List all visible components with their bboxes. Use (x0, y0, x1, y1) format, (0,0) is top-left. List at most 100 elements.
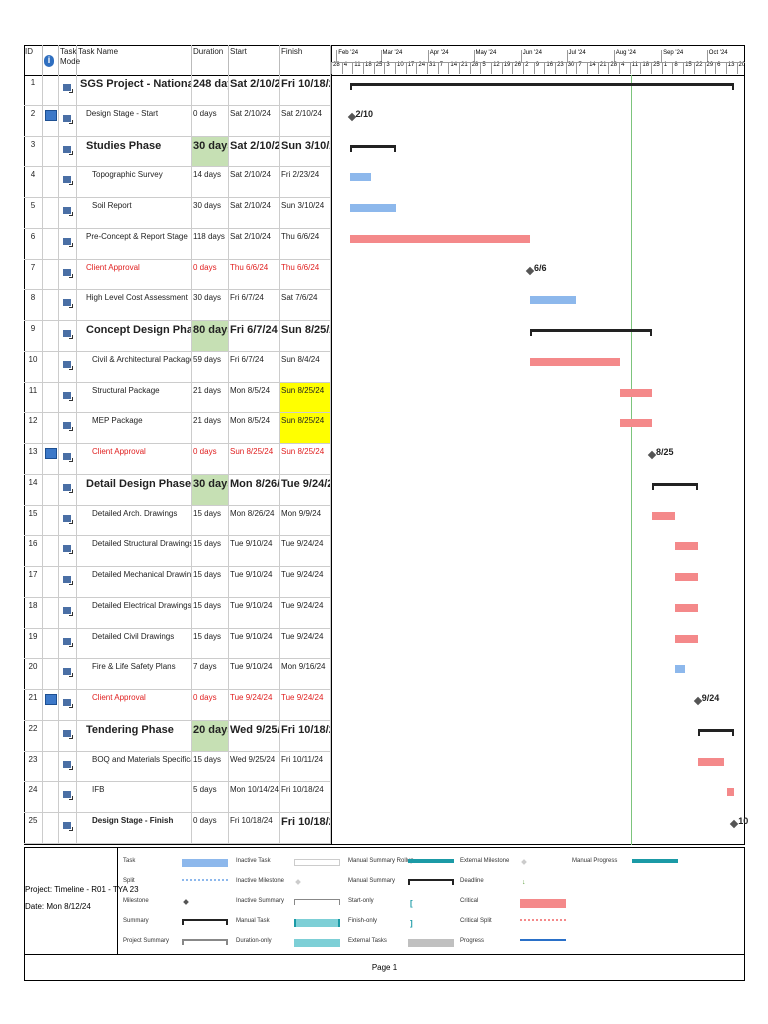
task-id[interactable]: 3 (24, 136, 43, 168)
task-id[interactable]: 13 (24, 444, 43, 475)
task-id[interactable]: 19 (24, 628, 43, 660)
task-finish[interactable]: Sun 8/4/24 (280, 351, 331, 383)
task-finish[interactable]: Sun 3/10/24 (280, 198, 331, 229)
task-name[interactable]: Detailed Arch. Drawings (77, 505, 192, 537)
task-mode-cell[interactable] (59, 597, 77, 629)
task-mode-cell[interactable] (59, 628, 77, 660)
task-start[interactable]: Sat 2/10/24 (229, 75, 280, 106)
task-id[interactable]: 25 (24, 813, 43, 844)
info-cell[interactable] (43, 813, 59, 844)
task-id[interactable]: 1 (24, 75, 43, 106)
task-name[interactable]: IFB (77, 782, 192, 813)
task-mode-cell[interactable] (59, 659, 77, 690)
task-name[interactable]: Concept Design Phase (77, 321, 192, 352)
task-finish[interactable]: Tue 9/24/24 (280, 690, 331, 721)
task-id[interactable]: 11 (24, 382, 43, 414)
col-info-header[interactable]: i (43, 45, 59, 75)
info-cell[interactable] (43, 782, 59, 813)
task-duration[interactable]: 248 days (192, 75, 229, 106)
task-duration[interactable]: 0 days (192, 259, 229, 291)
task-mode-cell[interactable] (59, 782, 77, 813)
task-name[interactable]: Soil Report (77, 198, 192, 229)
task-finish[interactable]: Fri 10/18/24 (280, 75, 331, 106)
task-finish[interactable]: Sun 8/25/24 (280, 413, 331, 444)
task-start[interactable]: Mon 8/26/24 (229, 505, 280, 537)
info-cell[interactable] (43, 628, 59, 660)
task-duration[interactable]: 20 days (192, 720, 229, 752)
critical-task-bar[interactable] (674, 542, 698, 551)
col-finish-header[interactable]: Finish (280, 45, 331, 75)
task-finish[interactable]: Fri 10/18/24 (280, 782, 331, 813)
info-cell[interactable] (43, 136, 59, 168)
task-mode-cell[interactable] (59, 720, 77, 752)
task-duration[interactable]: 15 days (192, 628, 229, 660)
task-start[interactable]: Sat 2/10/24 (229, 198, 280, 229)
task-id[interactable]: 21 (24, 690, 43, 721)
task-id[interactable]: 18 (24, 597, 43, 629)
task-start[interactable]: Tue 9/10/24 (229, 536, 280, 567)
task-start[interactable]: Sat 2/10/24 (229, 105, 280, 137)
task-id[interactable]: 24 (24, 782, 43, 813)
info-cell[interactable] (43, 259, 59, 291)
task-start[interactable]: Sat 2/10/24 (229, 228, 280, 260)
task-finish[interactable]: Sat 7/6/24 (280, 290, 331, 321)
task-finish[interactable]: Sun 8/25/24 (280, 444, 331, 475)
critical-task-bar[interactable] (619, 419, 652, 428)
task-mode-cell[interactable] (59, 198, 77, 229)
task-mode-cell[interactable] (59, 382, 77, 414)
task-name[interactable]: Design Stage - Finish (77, 813, 192, 844)
task-id[interactable]: 6 (24, 228, 43, 260)
task-id[interactable]: 20 (24, 659, 43, 690)
task-name[interactable]: Structural Package (77, 382, 192, 414)
task-start[interactable]: Mon 8/26/24 (229, 474, 280, 506)
task-duration[interactable]: 30 days (192, 474, 229, 506)
task-id[interactable]: 9 (24, 321, 43, 352)
task-name[interactable]: BOQ and Materials Specifications (77, 751, 192, 783)
task-name[interactable]: Detailed Electrical Drawings (77, 597, 192, 629)
task-name[interactable]: Detailed Mechanical Drawings (77, 567, 192, 598)
task-start[interactable]: Wed 9/25/24 (229, 751, 280, 783)
col-name-header[interactable]: Task Name (77, 45, 192, 75)
info-cell[interactable] (43, 351, 59, 383)
col-id-header[interactable]: ID (24, 45, 43, 75)
task-finish[interactable]: Tue 9/24/24 (280, 474, 331, 506)
task-duration[interactable]: 30 days (192, 136, 229, 168)
task-id[interactable]: 17 (24, 567, 43, 598)
task-duration[interactable]: 0 days (192, 105, 229, 137)
task-id[interactable]: 12 (24, 413, 43, 444)
info-cell[interactable] (43, 413, 59, 444)
task-name[interactable]: Design Stage - Start (77, 105, 192, 137)
info-cell[interactable] (43, 321, 59, 352)
task-bar[interactable] (350, 204, 396, 212)
task-start[interactable]: Fri 6/7/24 (229, 290, 280, 321)
task-mode-cell[interactable] (59, 474, 77, 506)
task-name[interactable]: Client Approval (77, 259, 192, 291)
task-mode-cell[interactable] (59, 351, 77, 383)
task-finish[interactable]: Sun 8/25/24 (280, 382, 331, 414)
task-id[interactable]: 23 (24, 751, 43, 783)
summary-bar[interactable] (652, 482, 698, 490)
task-duration[interactable]: 21 days (192, 382, 229, 414)
task-duration[interactable]: 0 days (192, 813, 229, 844)
task-start[interactable]: Sat 2/10/24 (229, 136, 280, 168)
task-mode-cell[interactable] (59, 105, 77, 137)
task-id[interactable]: 2 (24, 105, 43, 137)
info-cell[interactable] (43, 290, 59, 321)
critical-task-bar[interactable] (697, 757, 724, 766)
task-mode-cell[interactable] (59, 751, 77, 783)
info-cell[interactable] (43, 720, 59, 752)
task-id[interactable]: 4 (24, 167, 43, 198)
task-start[interactable]: Fri 6/7/24 (229, 351, 280, 383)
col-mode-header[interactable]: Task Mode (59, 45, 80, 75)
task-finish[interactable]: Tue 9/24/24 (280, 536, 331, 567)
task-name[interactable]: Detailed Civil Drawings (77, 628, 192, 660)
task-finish[interactable]: Sun 3/10/24 (280, 136, 331, 168)
task-finish[interactable]: Tue 9/24/24 (280, 567, 331, 598)
info-cell[interactable] (43, 167, 59, 198)
task-duration[interactable]: 21 days (192, 413, 229, 444)
task-id[interactable]: 8 (24, 290, 43, 321)
task-mode-cell[interactable] (59, 444, 77, 475)
task-start[interactable]: Mon 8/5/24 (229, 413, 280, 444)
task-start[interactable]: Tue 9/24/24 (229, 690, 280, 721)
task-finish[interactable]: Tue 9/24/24 (280, 628, 331, 660)
